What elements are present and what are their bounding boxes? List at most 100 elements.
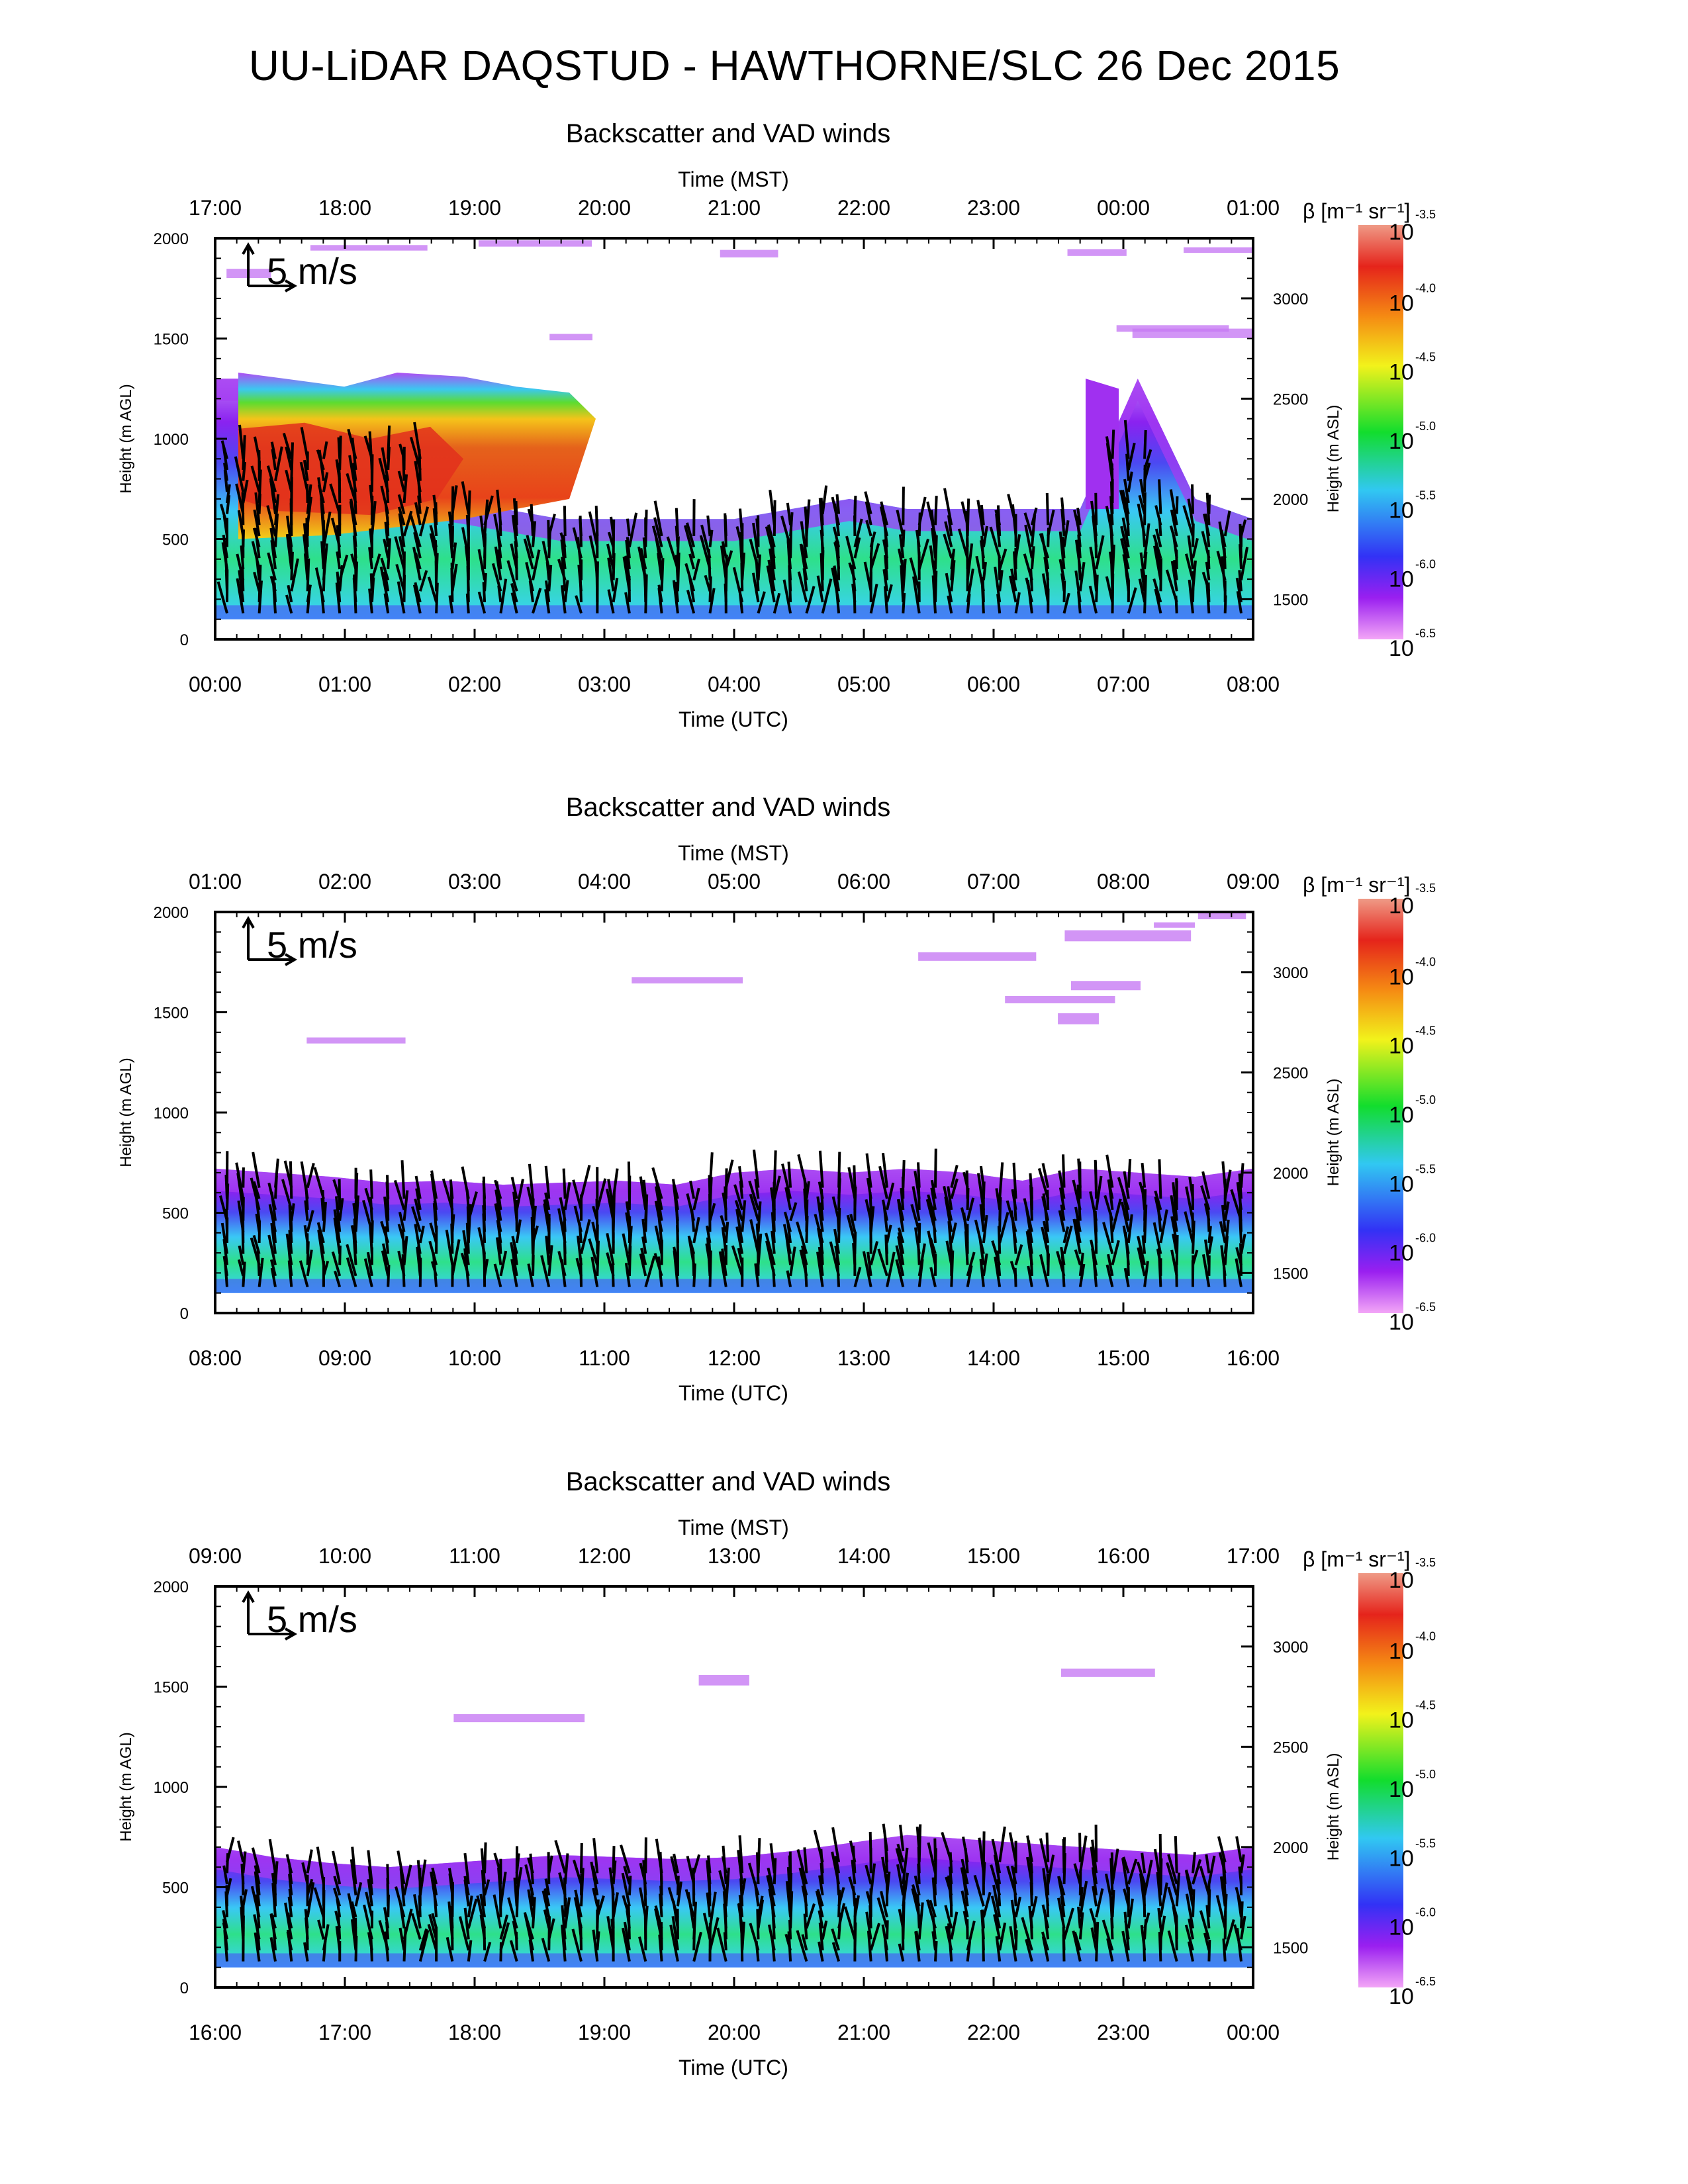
wind-vector [705,1243,712,1265]
wind-vector [236,578,245,614]
wind-vector [1170,1216,1178,1244]
cloud-patch [479,240,592,247]
wind-vector [336,571,342,603]
wind-vector [1105,576,1114,603]
wind-vector [994,1256,1002,1287]
wind-vector [1073,510,1082,537]
wind-vector [831,1827,841,1862]
wind-vector [290,442,294,481]
wind-vector [573,1897,583,1929]
wind-vector [869,1241,879,1265]
wind-vector [544,589,551,614]
wind-vector [766,1875,776,1907]
wind-vector [495,1237,502,1265]
wind-vector [686,590,696,614]
wind-vector [366,1251,373,1277]
wind-vector [624,555,631,580]
wind-vector [1120,538,1130,570]
wind-vector [931,1931,937,1951]
wind-vector [911,1888,921,1918]
wind-vector [557,559,567,581]
right-axis-label: Height (m ASL) [1325,1079,1342,1187]
wind-vector [395,564,406,592]
wind-vector [1089,1908,1098,1929]
wind-vector [528,1163,534,1199]
wind-vector [831,1942,841,1962]
wind-vector [254,1932,261,1962]
wind-vector [476,1895,487,1929]
mst-tick-label: 08:00 [1097,870,1150,893]
wind-vector [1058,559,1066,580]
wind-vector [416,1860,422,1885]
wind-vector [863,561,872,592]
wind-vectors [222,1823,1246,1962]
wind-vector [317,1919,325,1940]
wind-vector [700,524,712,559]
wind-vector [322,1260,330,1277]
wind-vector [789,1202,798,1222]
wind-vector [350,1901,357,1918]
wind-vector [831,567,841,603]
wind-vector [651,1167,663,1199]
wind-vector [1030,507,1038,525]
wind-vector [370,501,377,537]
wind-vector [306,584,312,603]
wind-vector [532,588,542,614]
wind-vector [737,1248,744,1265]
wind-vector [368,588,373,614]
wind-vector [1170,561,1178,592]
wind-vector [1199,1910,1211,1940]
wind-vector [625,1201,631,1221]
utc-tick-label: 19:00 [578,2021,631,2044]
wind-vector [1184,553,1194,581]
wind-vector [432,1877,438,1895]
wind-vector [507,1897,518,1929]
wind-vector [749,539,760,570]
wind-vector [1218,1852,1227,1874]
wind-vector [1156,1872,1162,1907]
colorbar-label: β [m⁻¹ sr⁻¹] [1303,1547,1410,1571]
heatmap-area [215,240,1253,619]
wind-vector [853,518,863,548]
wind-vector [221,542,228,570]
colorbar-tick-exponent: -5.0 [1415,1093,1436,1107]
wind-vector [563,1897,571,1929]
colorbar-tick-exponent: -4.0 [1415,1629,1436,1643]
wind-vector [1078,1886,1084,1907]
wind-vector [545,1236,551,1265]
wind-vector [1201,1254,1211,1287]
mst-tick-label: 10:00 [318,1544,371,1568]
wind-vector [818,1150,824,1188]
wind-vector [511,514,518,547]
agl-tick-label: 1000 [154,431,189,449]
wind-vector [1078,1835,1088,1874]
wind-vector [430,1261,438,1277]
utc-tick-label: 22:00 [967,2021,1020,2044]
wind-vector [418,570,428,592]
mst-tick-label: 11:00 [449,1544,500,1568]
wind-vector [1185,1186,1194,1221]
utc-tick-label: 11:00 [579,1346,630,1370]
wind-vector [234,456,245,492]
wind-vector [493,1263,502,1288]
wind-vector [285,533,293,570]
wind-vector [1121,489,1130,515]
wind-vector [397,1224,406,1244]
wind-vector [547,1918,555,1940]
wind-vector [563,1181,571,1210]
wind-vector [306,1250,313,1277]
wind-vector [876,1897,888,1929]
wind-vector [523,538,534,570]
wind-vector [398,536,406,559]
wind-vector [624,592,631,614]
wind-vector [242,1851,247,1874]
colorbar-tick-exponent: -4.5 [1415,1024,1436,1038]
wind-vector [708,588,716,614]
wind-vector [864,491,872,515]
wind-vector [912,576,921,614]
cloud-patch [720,250,778,257]
colorbar-tick-exponent: -4.0 [1415,281,1436,295]
wind-vector [799,1250,808,1277]
wind-vector [754,1263,760,1287]
wind-vector [306,1878,314,1896]
